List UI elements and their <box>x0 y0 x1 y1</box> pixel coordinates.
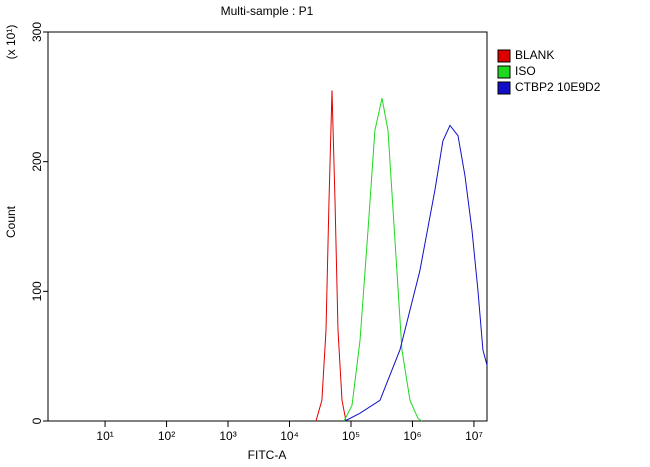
x-tick-label: 10⁵ <box>342 429 360 443</box>
legend-swatch <box>497 65 511 79</box>
chart-title: Multi-sample : P1 <box>221 4 314 18</box>
x-tick-label: 10⁴ <box>280 429 299 443</box>
plot-frame <box>47 31 488 422</box>
y-tick-label: 0 <box>30 417 44 424</box>
y-tick-label: 300 <box>30 22 44 42</box>
legend-label: BLANK <box>515 48 554 62</box>
x-tick-label: 10⁷ <box>465 429 483 443</box>
y-tick-label: 200 <box>30 151 44 171</box>
histogram-line <box>344 124 488 422</box>
y-axis-label: Count <box>4 205 18 238</box>
x-tick-label: 10² <box>158 429 175 443</box>
y-multiplier: (x 10¹) <box>4 25 18 60</box>
legend-swatch <box>497 81 511 95</box>
y-tick-label: 100 <box>30 281 44 301</box>
x-tick-label: 10³ <box>219 429 236 443</box>
legend-swatch <box>497 49 511 63</box>
x-axis-label: FITC-A <box>248 448 287 462</box>
histogram-line <box>315 90 347 422</box>
x-tick-label: 10¹ <box>96 429 113 443</box>
legend-label: CTBP2 10E9D2 <box>515 80 601 94</box>
legend-label: ISO <box>515 64 536 78</box>
x-tick-label: 10⁶ <box>403 429 421 443</box>
histogram-line <box>343 97 423 422</box>
